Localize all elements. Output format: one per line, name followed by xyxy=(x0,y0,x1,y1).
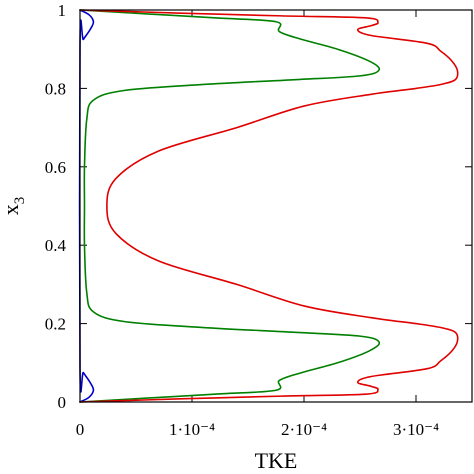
series-line-2 xyxy=(79,9,381,403)
x-axis-label: TKE xyxy=(255,448,298,473)
plot-frame xyxy=(79,9,473,403)
x-tick-label: 1·10⁻⁴ xyxy=(169,420,215,439)
x-tick-label: 0 xyxy=(76,420,85,439)
series-line-1 xyxy=(78,9,95,403)
x-axis-ticks: 0 1·10⁻⁴ 2·10⁻⁴ 3·10⁻⁴ xyxy=(76,10,439,439)
y-axis-ticks: 0 0.2 0.4 0.6 0.8 1 xyxy=(45,1,472,412)
x-tick-label: 2·10⁻⁴ xyxy=(281,420,327,439)
y-tick-label: 0.2 xyxy=(45,315,66,334)
y-tick-label: 0 xyxy=(58,393,67,412)
y-axis-label-main: x xyxy=(0,204,23,215)
x-tick-label: 3·10⁻⁴ xyxy=(393,420,439,439)
series-layer xyxy=(78,9,459,403)
y-axis-label-subscript: 3 xyxy=(12,197,28,205)
y-tick-label: 0.6 xyxy=(45,158,66,177)
y-tick-label: 1 xyxy=(58,1,67,20)
y-tick-label: 0.4 xyxy=(45,236,67,255)
y-tick-label: 0.8 xyxy=(45,79,66,98)
y-axis-label: x3 xyxy=(0,197,28,216)
series-line-3 xyxy=(79,9,459,403)
